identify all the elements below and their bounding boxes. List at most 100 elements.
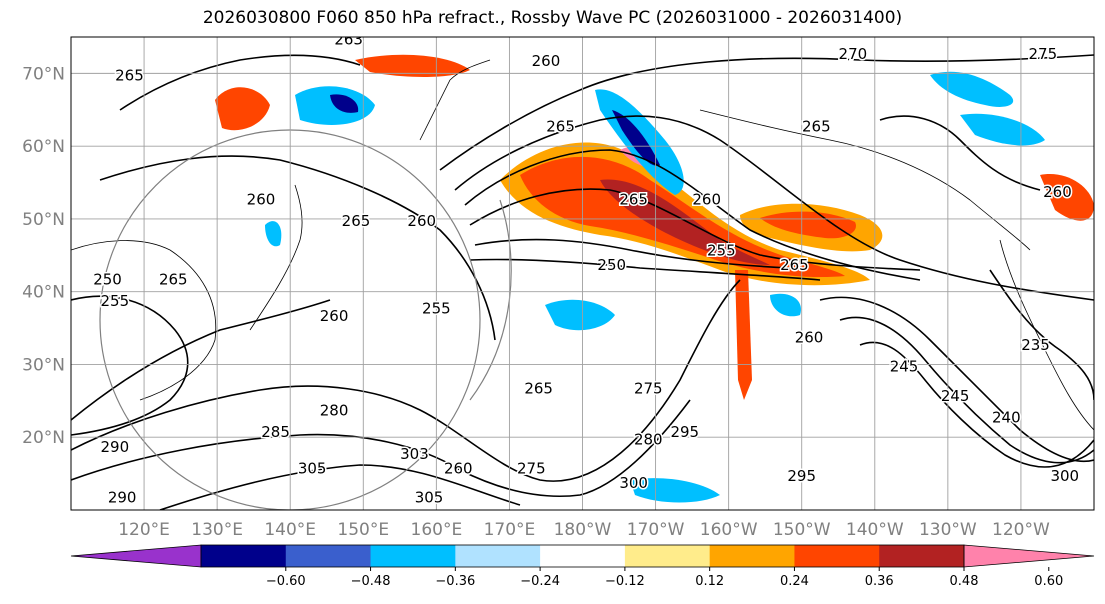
contour-label: 263 — [334, 30, 363, 48]
colorbar-label: −0.24 — [520, 574, 560, 589]
contour-label: 260 — [247, 190, 276, 208]
contour-label: 260 — [444, 460, 473, 478]
wave-contours — [71, 54, 1094, 510]
contour-label: 275 — [1029, 45, 1058, 63]
colorbar-outline — [200, 544, 965, 568]
negative-anomaly-ne — [930, 71, 1014, 107]
colorbar-label: 0.24 — [780, 574, 809, 589]
lon-label: 150°E — [337, 520, 389, 540]
positive-anomaly-west-arc — [355, 54, 470, 77]
map-frame — [70, 36, 1095, 511]
lon-label: 120°W — [992, 520, 1050, 540]
lon-label: 140°W — [846, 520, 904, 540]
lon-label: 160°W — [700, 520, 758, 540]
contour-label: 300 — [619, 474, 648, 492]
colorbar-bin — [624, 545, 711, 567]
contour-line — [819, 296, 1094, 462]
contour-label: 265 — [342, 212, 371, 230]
colorbar-bin — [455, 545, 541, 567]
contour-label: 255 — [101, 292, 130, 310]
contour-label: 295 — [787, 467, 816, 485]
negative-anomaly-ne2 — [960, 113, 1045, 146]
lat-label: 60°N — [22, 137, 65, 157]
contour-label: 265 — [546, 118, 575, 136]
coastline-alaska — [699, 109, 1031, 251]
contour-line — [469, 188, 921, 271]
lat-label: 70°N — [22, 64, 65, 84]
positive-anomaly-ne — [1040, 174, 1094, 221]
lon-label: 130°W — [919, 520, 977, 540]
colorbar-bin — [540, 545, 626, 567]
coastline-kamchatka — [419, 59, 491, 141]
lon-label: 160°E — [411, 520, 463, 540]
contour-label: 275 — [517, 460, 546, 478]
contour-label: 280 — [634, 431, 663, 449]
positive-anomaly-band-east-core — [760, 211, 856, 239]
contour-label: 255 — [707, 241, 736, 259]
contour-label: 305 — [298, 460, 327, 478]
negative-anomaly-sw — [265, 221, 282, 247]
colorbar — [70, 544, 1095, 568]
contour-label: 255 — [422, 300, 451, 318]
positive-anomaly-nw — [215, 87, 270, 131]
negative-anomaly-south — [630, 478, 720, 503]
contour-line — [159, 464, 521, 510]
contour-label: 275 — [634, 380, 663, 398]
contour-label: 260 — [320, 307, 349, 325]
colorbar-label: −0.36 — [435, 574, 475, 589]
lat-label: 40°N — [22, 283, 65, 303]
contour-label: 295 — [670, 423, 699, 441]
colorbar-bin — [285, 545, 372, 567]
contour-line — [71, 299, 331, 421]
negative-anomaly-mid2 — [770, 293, 801, 317]
contour-line — [474, 238, 791, 269]
colorbar-label: 0.12 — [695, 574, 724, 589]
contour-line — [71, 279, 741, 482]
lat-label: 50°N — [22, 210, 65, 230]
contour-line — [99, 155, 496, 341]
lon-label: 140°E — [264, 520, 316, 540]
coastline-japan — [249, 184, 303, 331]
contour-label: 290 — [108, 489, 137, 507]
negative-anomaly-mid — [545, 299, 615, 331]
contour-label: 300 — [1050, 467, 1079, 485]
colorbar-label: −0.48 — [351, 574, 391, 589]
negative-anomaly-nw-core — [330, 94, 359, 113]
lon-label: 120°E — [118, 520, 170, 540]
contour-label: 260 — [795, 329, 824, 347]
contour-label: 260 — [407, 212, 436, 230]
colorbar-extend-low — [70, 544, 202, 568]
colorbar-bin — [201, 545, 287, 567]
colorbar-labels: −0.60 −0.48 −0.36 −0.24 −0.12 0.12 0.24 0.36 0.4… — [266, 567, 1063, 589]
contour-label: 235 — [1021, 336, 1050, 354]
colorbar-label: −0.12 — [605, 574, 645, 589]
contour-label: 250 — [597, 256, 626, 274]
negative-anomaly-north-core — [612, 110, 660, 166]
lat-label: 30°N — [22, 355, 65, 375]
latitude-labels: 70°N 60°N 50°N 40°N 30°N 20°N — [22, 64, 65, 448]
colorbar-label: 0.48 — [950, 574, 979, 589]
contour-label: 265 — [802, 118, 831, 136]
contour-label: 285 — [261, 423, 290, 441]
contour-label: 265 — [115, 67, 144, 85]
lon-label: 180°W — [554, 520, 612, 540]
colorbar-label: 0.60 — [1034, 574, 1063, 589]
contour-label: 290 — [101, 438, 130, 456]
colorbar-bin — [879, 545, 965, 567]
contour-line — [71, 399, 691, 498]
contour-line — [454, 115, 1094, 301]
contour-label: 240 — [992, 409, 1021, 427]
contour-label: 280 — [320, 401, 349, 419]
lon-label: 170°E — [484, 520, 536, 540]
map-title: 2026030800 F060 850 hPa refract., Rossby… — [202, 8, 903, 28]
contour-label: 245 — [890, 358, 919, 376]
contour-label: 265 — [159, 270, 188, 288]
contour-label: 260 — [532, 52, 561, 70]
colorbar-bin — [794, 545, 880, 567]
map-plot-area: 265 263 260 270 275 265 260 260 265 260 265 260 265 2… — [71, 30, 1094, 510]
lon-label: 170°W — [627, 520, 685, 540]
colorbar-bin — [370, 545, 456, 567]
contour-line — [859, 341, 1094, 468]
coastline-namerica — [999, 239, 1094, 431]
